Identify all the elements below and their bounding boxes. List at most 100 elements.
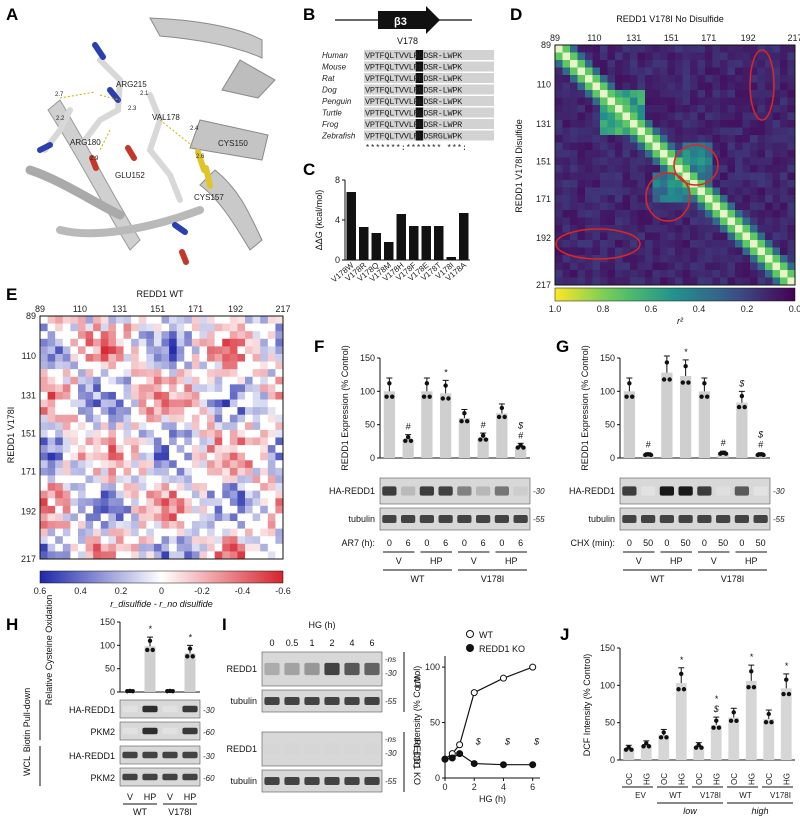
heatmap-cell	[77, 384, 86, 393]
heatmap-cell	[742, 112, 751, 121]
heatmap-cell	[592, 90, 601, 98]
heatmap-cell	[622, 157, 631, 166]
heatmap-cell	[138, 513, 147, 522]
heatmap-cell	[615, 240, 623, 248]
group-label: V	[711, 556, 717, 566]
data-point	[190, 654, 195, 659]
heatmap-cell	[275, 369, 284, 378]
heatmap-cell	[622, 75, 631, 83]
heatmap-cell	[93, 407, 102, 416]
heatmap-cell	[645, 187, 653, 196]
heatmap-cell	[742, 45, 751, 53]
heatmap-cell	[750, 127, 758, 136]
heatmap-cell	[77, 460, 86, 469]
heatmap-cell	[40, 399, 48, 408]
blot-row-band	[304, 742, 320, 756]
heatmap-cell	[55, 445, 64, 453]
heatmap-cell	[55, 460, 64, 469]
heatmap-cell	[184, 414, 193, 423]
heatmap-cell	[245, 490, 253, 499]
heatmap-cell	[222, 551, 231, 560]
genotype-label: V178I	[168, 807, 192, 817]
heatmap-cell	[615, 90, 623, 98]
heatmap-cell	[131, 543, 140, 552]
heatmap-cell	[199, 316, 208, 324]
heatmap-cell	[153, 414, 162, 423]
heatmap-cell	[199, 414, 208, 423]
heatmap-cell	[787, 52, 796, 61]
heatmap-cell	[100, 361, 109, 370]
heatmap-cell	[757, 52, 766, 61]
heatmap-cell	[675, 262, 683, 271]
heatmap-cell	[62, 460, 71, 469]
heatmap-cell	[108, 384, 117, 393]
heatmap-cell	[169, 528, 177, 537]
heatmap-cell	[153, 399, 162, 408]
heatmap-cell	[727, 82, 736, 91]
y-tick-label: 100	[600, 680, 615, 690]
heatmap-cell	[47, 414, 56, 423]
heatmap-cell	[70, 338, 79, 347]
heatmap-cell	[55, 528, 64, 537]
series-marker	[441, 755, 449, 763]
heatmap-cell	[592, 97, 601, 106]
alignment-row-shade	[364, 130, 494, 141]
heatmap-cell	[229, 353, 238, 362]
heatmap-cell	[780, 127, 788, 136]
significance-label: $	[475, 737, 482, 747]
bar	[346, 192, 356, 260]
heatmap-cell	[245, 369, 253, 378]
heatmap-cell	[161, 505, 170, 514]
heatmap-cell	[570, 165, 578, 173]
heatmap-cell	[600, 172, 608, 181]
heatmap-cell	[607, 225, 616, 233]
ha-redd1-band	[734, 486, 749, 496]
heatmap-cell	[772, 172, 781, 181]
heatmap-cell	[600, 240, 608, 248]
bar	[409, 226, 419, 260]
heatmap-cell	[199, 422, 208, 431]
heatmap-cell	[267, 452, 276, 461]
heatmap-cell	[682, 157, 691, 166]
heatmap-cell	[607, 135, 616, 143]
heatmap-cell	[245, 528, 253, 537]
heatmap-cell	[191, 422, 200, 431]
heatmap-cell	[690, 97, 698, 106]
heatmap-cell	[622, 112, 631, 121]
heatmap-cell	[62, 391, 71, 400]
heatmap-cell	[184, 543, 193, 552]
heatmap-cell	[720, 270, 728, 278]
heatmap-cell	[275, 353, 284, 362]
heatmap-cell	[93, 384, 102, 393]
heatmap-cell	[207, 490, 215, 499]
y-axis-label: Relative Cysteine Oxidation	[44, 595, 54, 706]
heatmap-cell	[787, 262, 796, 271]
heatmap-cell	[772, 150, 781, 158]
heatmap-cell	[55, 475, 64, 484]
heatmap-cell	[720, 225, 728, 233]
heatmap-cell	[697, 255, 706, 263]
heatmap-cell	[62, 338, 71, 347]
data-point	[483, 437, 489, 442]
heatmap-cell	[577, 247, 586, 256]
heatmap-cell	[705, 142, 713, 151]
heatmap-cell	[555, 150, 563, 158]
heatmap-cell	[237, 490, 246, 499]
side-tick-label: 89	[26, 311, 36, 321]
heatmap-cell	[562, 240, 571, 248]
heatmap-cell	[169, 467, 177, 476]
data-point	[629, 394, 635, 399]
heatmap-cell	[237, 353, 246, 362]
heatmap-cell	[750, 255, 758, 263]
heatmap-cell	[592, 45, 601, 53]
heatmap-cell	[720, 142, 728, 151]
heatmap-cell	[750, 157, 758, 166]
sequence-text: VPTFQLTVVLRLDSR-LWPK	[365, 51, 463, 61]
significance-label: *	[749, 652, 753, 662]
heatmap-cell	[70, 346, 79, 355]
heatmap-cell	[100, 543, 109, 552]
alignment-row-shade	[364, 84, 494, 95]
heatmap-cell	[100, 323, 109, 332]
heatmap-cell	[562, 277, 571, 286]
